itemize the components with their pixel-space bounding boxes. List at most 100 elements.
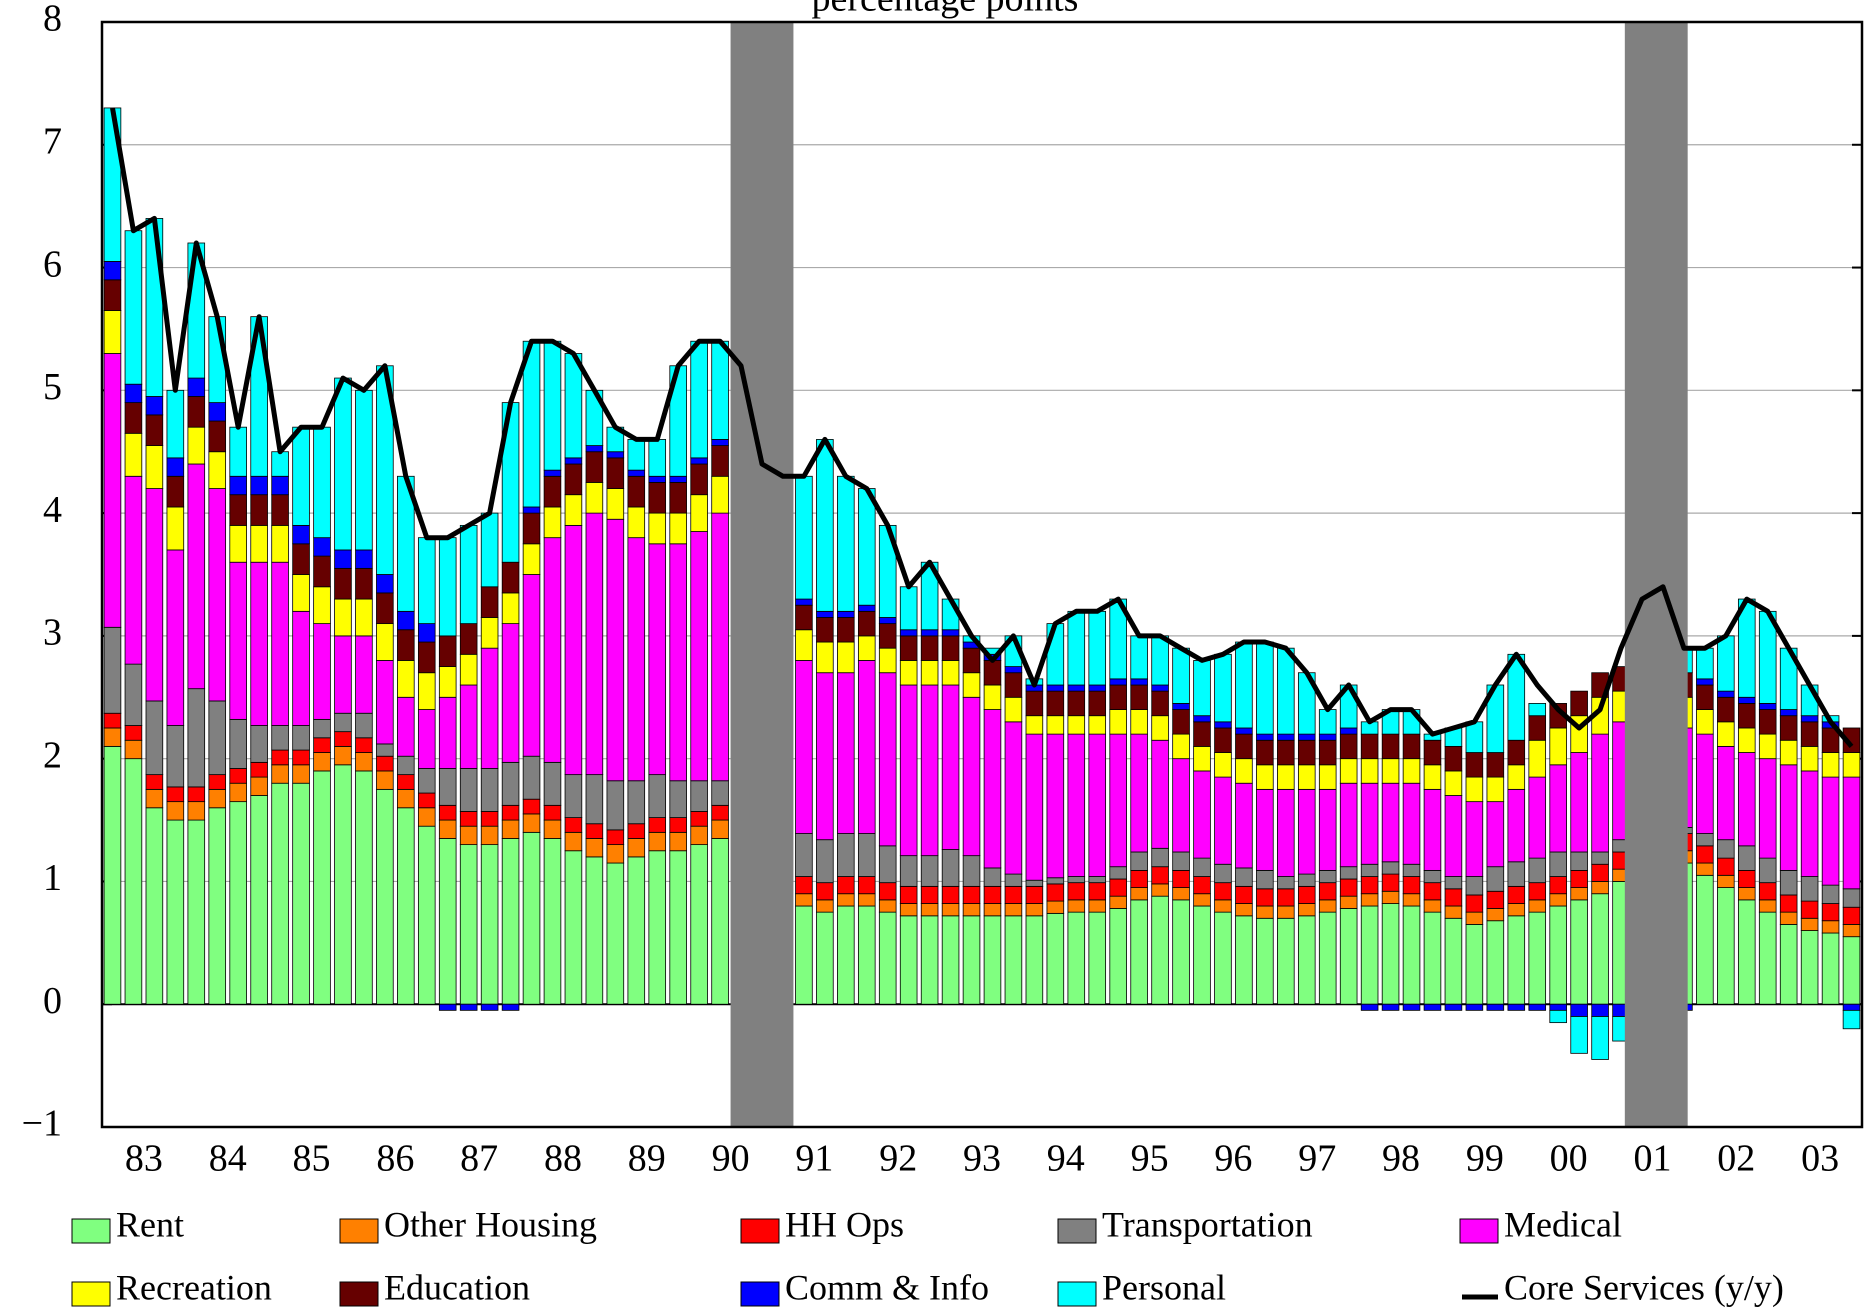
bar-segment: [103, 745, 122, 1005]
bar-segment: [187, 819, 206, 1005]
bar-segment: [1737, 727, 1756, 753]
bar-segment: [124, 432, 143, 477]
bar-segment: [1737, 752, 1756, 847]
bar-segment: [124, 739, 143, 760]
bar-segment: [543, 838, 562, 1005]
bar-segment: [1193, 715, 1211, 723]
bar-segment: [816, 617, 834, 643]
bar-segment: [1109, 733, 1127, 868]
bar-segment: [585, 856, 604, 1005]
bar-segment: [690, 844, 708, 1005]
bar-segment: [1088, 911, 1107, 1005]
bar-segment: [166, 549, 185, 726]
bar-segment: [1402, 1003, 1421, 1011]
bar-segment: [355, 752, 373, 772]
bar-segment: [166, 786, 185, 803]
bar-segment: [1256, 764, 1274, 790]
bar-segment: [837, 905, 855, 1005]
bar-segment: [145, 445, 164, 489]
bar-segment: [878, 882, 897, 901]
x-tick-label: 87: [460, 1138, 498, 1180]
bar-segment: [292, 524, 310, 545]
bar-segment: [1046, 623, 1065, 686]
bar-segment: [543, 469, 562, 477]
bar-segment: [1465, 721, 1484, 753]
bar-segment: [1528, 882, 1547, 901]
bar-segment: [1088, 899, 1107, 913]
bar-segment: [585, 823, 604, 839]
bar-segment: [1277, 888, 1295, 907]
bar-segment: [417, 768, 436, 794]
bar-segment: [1193, 745, 1211, 772]
bar-segment: [522, 831, 541, 1005]
bar-segment: [1402, 863, 1421, 877]
bar-segment: [124, 402, 143, 434]
bar-segment: [229, 475, 247, 496]
legend-item: Comm & Info: [740, 1267, 989, 1307]
bar-segment: [145, 488, 164, 702]
bar-segment: [878, 617, 897, 625]
bar-segment: [376, 574, 394, 594]
bar-segment: [292, 574, 310, 612]
bar-segment: [1109, 709, 1127, 735]
legend-swatch: [1057, 1218, 1097, 1244]
bar-segment: [1842, 924, 1861, 938]
bar-segment: [208, 788, 227, 809]
bar-segment: [397, 696, 415, 757]
bar-segment: [501, 623, 520, 763]
bar-segment: [292, 610, 310, 726]
bar-segment: [1004, 873, 1023, 887]
bar-segment: [1277, 905, 1295, 919]
bar-segment: [1821, 776, 1840, 886]
bar-segment: [1214, 899, 1232, 913]
bar-segment: [1570, 899, 1588, 1005]
bar-segment: [1004, 721, 1023, 875]
bar-segment: [438, 635, 457, 667]
bar-segment: [627, 823, 646, 839]
bar-segment: [1486, 776, 1505, 803]
bar-segment: [564, 817, 583, 833]
bar-segment: [292, 782, 310, 1005]
bar-segment: [899, 660, 918, 686]
bar-segment: [1570, 851, 1588, 871]
bar-segment: [355, 598, 373, 637]
legend-item: Rent: [71, 1204, 184, 1244]
bar-segment: [438, 1003, 457, 1011]
bar-segment: [899, 629, 918, 637]
bar-segment: [1151, 866, 1169, 885]
bar-segment: [480, 811, 499, 827]
bar-segment: [292, 749, 310, 766]
bar-segment: [1151, 684, 1169, 692]
bar-segment: [606, 829, 625, 846]
bar-segment: [1423, 911, 1442, 1005]
bar-segment: [920, 903, 939, 917]
bar-segment: [1067, 690, 1086, 717]
bar-segment: [816, 911, 834, 1005]
bar-segment: [1758, 733, 1777, 760]
bar-segment: [1130, 684, 1148, 710]
bar-segment: [1025, 690, 1044, 717]
bar-segment: [983, 709, 1002, 869]
bar-segment: [1737, 869, 1756, 888]
bar-segment: [1277, 917, 1295, 1005]
bar-segment: [124, 663, 143, 726]
legend-label: Personal: [1102, 1267, 1226, 1307]
bar-segment: [1088, 876, 1107, 884]
bar-segment: [166, 819, 185, 1005]
bar-segment: [1758, 899, 1777, 913]
bar-segment: [1025, 885, 1044, 904]
bar-segment: [837, 641, 855, 674]
bar-segment: [187, 426, 206, 465]
bar-segment: [543, 804, 562, 821]
bar-segment: [1800, 930, 1819, 1005]
bar-segment: [313, 770, 331, 1005]
bar-segment: [1004, 915, 1023, 1005]
bar-segment: [857, 488, 876, 606]
bar-segment: [208, 700, 227, 776]
bar-segment: [187, 396, 206, 428]
bar-segment: [1318, 739, 1337, 766]
bar-segment: [1172, 647, 1190, 704]
bar-segment: [355, 389, 373, 551]
bar-segment: [690, 780, 708, 812]
bar-segment: [1570, 869, 1588, 888]
